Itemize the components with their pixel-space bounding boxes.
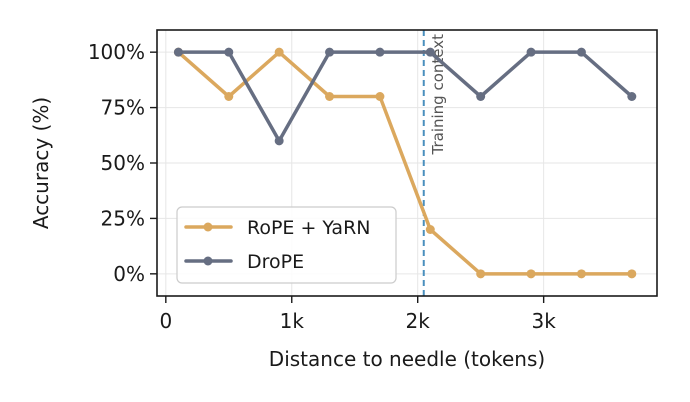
data-point bbox=[526, 47, 536, 57]
data-point bbox=[224, 47, 234, 57]
y-axis-label: Accuracy (%) bbox=[29, 97, 53, 229]
data-point bbox=[274, 136, 284, 146]
legend-swatch-marker bbox=[203, 222, 213, 232]
data-point bbox=[375, 92, 385, 101]
y-tick-label: 100% bbox=[88, 40, 145, 64]
data-point bbox=[224, 92, 234, 101]
data-point bbox=[627, 269, 637, 279]
data-point bbox=[274, 47, 284, 57]
data-point bbox=[627, 92, 637, 101]
legend: RoPE + YaRN DroPE bbox=[176, 206, 397, 284]
axis-ticks: 0 1k 2k 3k 0% 25% 50% 75% 100% bbox=[88, 40, 556, 333]
data-point bbox=[325, 47, 335, 57]
data-point bbox=[476, 269, 486, 279]
x-tick-label: 2k bbox=[406, 309, 431, 333]
x-tick-label: 3k bbox=[531, 309, 556, 333]
series-line bbox=[176, 50, 634, 143]
x-tick-label: 1k bbox=[280, 309, 305, 333]
data-point bbox=[425, 47, 435, 57]
legend-label: DroPE bbox=[247, 251, 304, 273]
data-point bbox=[325, 92, 335, 101]
data-point bbox=[526, 269, 536, 279]
series-layer bbox=[173, 47, 637, 279]
data-point bbox=[173, 47, 183, 57]
data-point bbox=[375, 47, 385, 57]
data-point bbox=[576, 47, 586, 57]
data-point bbox=[425, 225, 435, 234]
data-point bbox=[476, 92, 486, 101]
legend-label: RoPE + YaRN bbox=[247, 217, 370, 239]
x-tick-label: 0 bbox=[159, 309, 172, 333]
legend-swatch-marker bbox=[203, 256, 213, 266]
data-point bbox=[576, 269, 586, 279]
y-tick-label: 50% bbox=[101, 151, 145, 175]
y-tick-label: 25% bbox=[101, 206, 145, 230]
series-line bbox=[176, 50, 634, 276]
y-tick-label: 0% bbox=[113, 262, 145, 286]
x-axis-label: Distance to needle (tokens) bbox=[269, 347, 545, 371]
y-tick-label: 75% bbox=[101, 96, 145, 120]
series-drope bbox=[173, 47, 637, 146]
